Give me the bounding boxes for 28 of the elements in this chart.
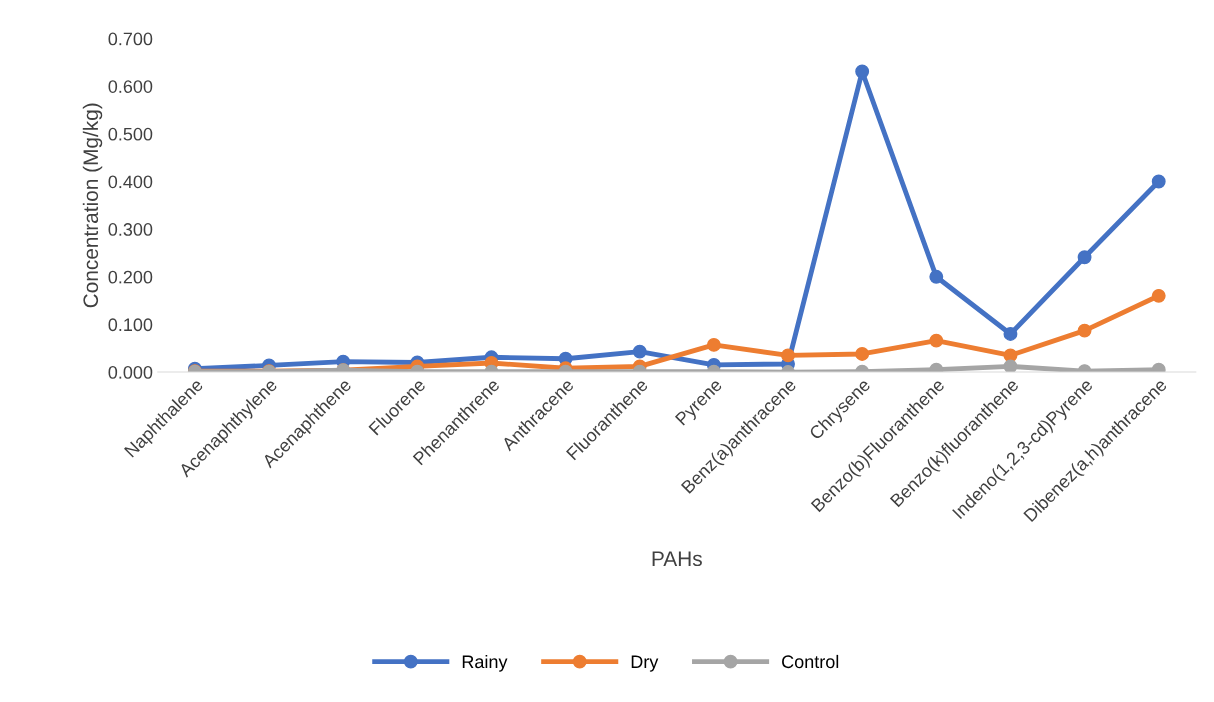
y-tick-label: 0.000 — [108, 365, 153, 379]
point — [1151, 362, 1166, 373]
point — [929, 269, 944, 284]
point — [632, 344, 647, 359]
point — [855, 64, 870, 79]
point — [1151, 174, 1166, 189]
y-tick-label: 0.400 — [108, 175, 153, 189]
y-tick-label: 0.200 — [108, 270, 153, 284]
point — [929, 362, 944, 373]
x-axis-title: PAHs — [652, 551, 702, 567]
legend-label: Control — [782, 654, 839, 669]
point — [706, 337, 721, 352]
point — [1077, 323, 1092, 338]
y-axis-title: Concentration (Mg/kg) — [82, 103, 103, 308]
legend-label: Dry — [631, 655, 659, 672]
point — [929, 333, 944, 348]
y-tick-label: 0.500 — [108, 127, 153, 141]
y-tick-label: 0.700 — [108, 32, 153, 46]
point — [1151, 288, 1166, 303]
point — [855, 347, 870, 361]
point — [1077, 250, 1092, 265]
y-tick-label: 0.300 — [108, 223, 153, 236]
legend-label: Rainy — [462, 654, 508, 672]
point — [781, 348, 795, 363]
y-tick-label: 0.600 — [108, 80, 153, 93]
y-tick-label: 0.100 — [108, 318, 153, 332]
point — [1003, 327, 1018, 341]
point — [1003, 359, 1018, 373]
